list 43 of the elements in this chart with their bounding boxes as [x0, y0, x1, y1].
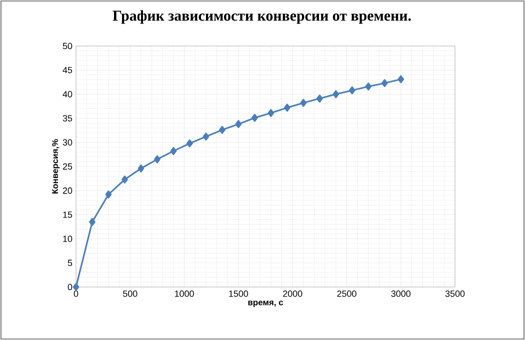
- point: [170, 147, 177, 156]
- point: [89, 218, 96, 226]
- point: [332, 90, 340, 98]
- x-tick-label: 3500: [445, 290, 465, 297]
- point: [235, 120, 242, 128]
- x-axis-title: время, с: [248, 300, 284, 308]
- point: [300, 98, 307, 107]
- y-tick-label: 15: [63, 212, 72, 218]
- point: [251, 114, 258, 122]
- x-tick-label: 0: [74, 290, 78, 297]
- point: [202, 132, 210, 141]
- point: [105, 190, 112, 198]
- y-tick-label: 25: [62, 163, 72, 170]
- point: [138, 164, 144, 172]
- point: [381, 79, 388, 88]
- point: [154, 155, 160, 164]
- x-tick-label: 3000: [391, 290, 410, 297]
- point: [186, 139, 193, 148]
- point: [284, 104, 290, 112]
- point: [268, 109, 274, 117]
- x-tick-label: 2000: [283, 290, 302, 297]
- y-tick-label: 5: [68, 260, 72, 266]
- y-tick-label: 10: [63, 236, 72, 242]
- point: [72, 283, 80, 291]
- x-tick-label: 500: [123, 290, 138, 297]
- point: [398, 75, 404, 84]
- y-tick-label: 30: [62, 139, 72, 146]
- point: [122, 176, 128, 184]
- point: [365, 82, 372, 90]
- y-axis-title: Конверсия,%: [52, 139, 60, 194]
- y-tick-label: 50: [62, 42, 72, 50]
- x-tick-label: 1500: [229, 290, 248, 297]
- point: [219, 126, 226, 134]
- x-tick-label: 1000: [175, 290, 194, 297]
- y-tick-label: 40: [62, 91, 72, 98]
- chart-title: График зависимости конверсии от времени.: [112, 10, 411, 24]
- y-tick-label: 20: [62, 187, 72, 194]
- x-tick-label: 2500: [337, 290, 356, 297]
- y-tick-label: 0: [68, 284, 72, 290]
- point: [316, 94, 323, 103]
- y-tick-label: 45: [62, 66, 72, 74]
- y-tick-label: 35: [62, 115, 72, 122]
- point: [348, 86, 356, 94]
